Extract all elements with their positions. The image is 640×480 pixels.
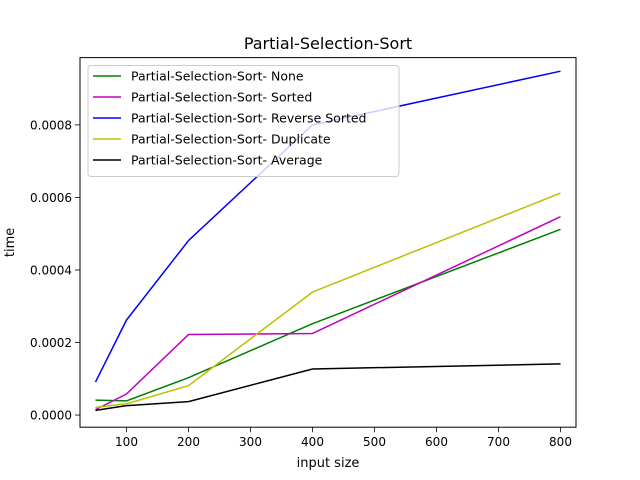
series-line-5 (95, 363, 561, 412)
legend: Partial-Selection-Sort- None Partial-Sele… (87, 65, 400, 177)
series-line-4 (95, 192, 561, 409)
x-tick-label: 300 (239, 435, 262, 449)
legend-entry-label: Partial-Selection-Sort- Reverse Sorted (131, 111, 366, 126)
legend-box (87, 65, 400, 177)
x-tick-label: 200 (177, 435, 200, 449)
x-tick-label: 400 (301, 435, 324, 449)
y-tick-label: 0.0004 (30, 263, 72, 277)
y-axis-label: time (3, 228, 18, 257)
legend-entry-label: Partial-Selection-Sort- Duplicate (131, 132, 331, 147)
x-axis-label: input size (297, 456, 360, 471)
x-tick-label: 600 (425, 435, 448, 449)
x-tick-label: 500 (363, 435, 386, 449)
x-tick-label: 700 (487, 435, 510, 449)
y-tick-label: 0.0006 (30, 191, 72, 205)
y-tick-label: 0.0002 (30, 336, 72, 350)
series-line-2 (95, 215, 561, 411)
x-tick-label: 800 (549, 435, 572, 449)
y-tick-label: 0.0000 (30, 409, 72, 423)
plot-area-frame (79, 57, 577, 428)
legend-entry-label: Partial-Selection-Sort- Sorted (131, 90, 312, 105)
chart-title: Partial-Selection-Sort (244, 34, 412, 53)
y-axis: 0.0000 0.0002 0.0004 0.0006 0.0008 (30, 118, 80, 423)
legend-entry-label: Partial-Selection-Sort- Average (131, 153, 323, 168)
x-tick-label: 100 (115, 435, 138, 449)
x-axis: 100 200 300 400 500 600 700 800 (115, 427, 572, 449)
series-line-1 (95, 228, 561, 402)
legend-entry-label: Partial-Selection-Sort- None (131, 69, 304, 84)
y-tick-label: 0.0008 (30, 118, 72, 132)
